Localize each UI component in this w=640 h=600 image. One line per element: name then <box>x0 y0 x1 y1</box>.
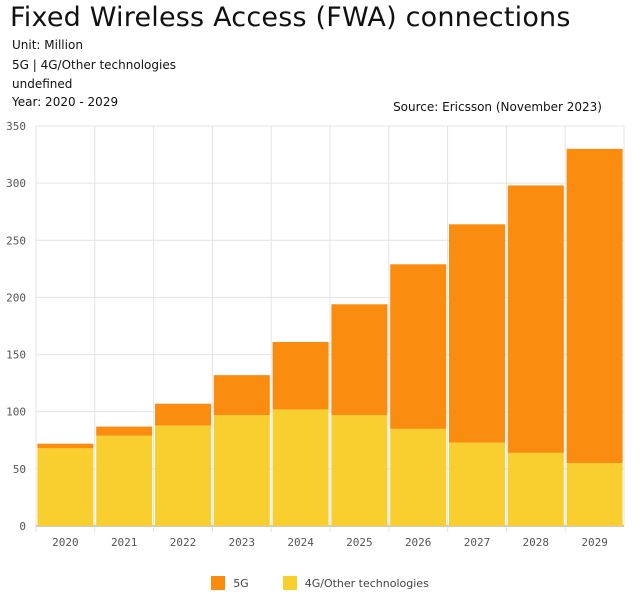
bar-4g-2023 <box>213 415 270 526</box>
x-tick-label-2029: 2029 <box>581 536 608 549</box>
legend-swatch-4g <box>282 576 297 590</box>
bar-5g-2023 <box>213 375 270 416</box>
x-tick-label-2027: 2027 <box>464 536 491 549</box>
y-tick-label-200: 200 <box>6 291 26 304</box>
x-tick-label-2025: 2025 <box>346 536 373 549</box>
bar-5g-2021 <box>96 426 153 436</box>
unit-label: Unit: Million <box>12 38 83 52</box>
legend-swatch-5g <box>211 576 226 590</box>
y-tick-label-50: 50 <box>13 463 26 476</box>
bar-4g-2027 <box>449 442 505 526</box>
bar-5g-2027 <box>449 224 505 443</box>
x-tick-label-2028: 2028 <box>523 536 550 549</box>
y-tick-label-150: 150 <box>6 349 26 362</box>
legend-label-5g: 5G <box>233 576 249 590</box>
x-tick-label-2023: 2023 <box>229 536 256 549</box>
legend: 5G 4G/Other technologies <box>0 576 640 590</box>
legend-label-4g: 4G/Other technologies <box>304 576 429 590</box>
bar-5g-2022 <box>155 403 211 426</box>
bar-5g-2024 <box>272 342 329 410</box>
x-tick-label-2026: 2026 <box>405 536 432 549</box>
legend-item-4g[interactable]: 4G/Other technologies <box>282 576 429 590</box>
year-range-label: Year: 2020 - 2029 <box>12 95 119 109</box>
bar-5g-2026 <box>390 264 447 429</box>
bar-4g-2028 <box>507 452 564 526</box>
bar-4g-2025 <box>331 415 388 526</box>
bar-4g-2020 <box>37 448 94 526</box>
y-tick-label-100: 100 <box>6 406 26 419</box>
y-tick-label-300: 300 <box>6 177 26 190</box>
y-tick-label-250: 250 <box>6 234 26 247</box>
bar-5g-2020 <box>37 443 94 449</box>
chart-title: Fixed Wireless Access (FWA) connections <box>10 2 571 33</box>
bar-4g-2022 <box>155 425 211 526</box>
source-label: Source: Ericsson (November 2023) <box>393 100 602 114</box>
bar-4g-2024 <box>272 409 329 526</box>
bar-4g-2021 <box>96 435 153 526</box>
x-tick-label-2022: 2022 <box>170 536 197 549</box>
bar-5g-2025 <box>331 304 388 416</box>
bar-4g-2026 <box>390 428 447 526</box>
fwa-bar-chart: 0 50 100 150 200 250 300 350 2020 2021 2022 2023 202… <box>6 120 625 549</box>
legend-item-5g[interactable]: 5G <box>211 576 249 590</box>
x-tick-label-2021: 2021 <box>111 536 138 549</box>
series-label: 5G | 4G/Other technologies <box>12 58 176 72</box>
x-tick-label-2020: 2020 <box>52 536 79 549</box>
bar-4g-2029 <box>566 463 623 526</box>
bar-5g-2028 <box>507 185 564 453</box>
extra-label: undefined <box>12 77 73 91</box>
bar-5g-2029 <box>566 148 623 464</box>
y-tick-label-0: 0 <box>19 520 26 533</box>
y-tick-label-350: 350 <box>6 120 26 133</box>
x-tick-label-2024: 2024 <box>287 536 314 549</box>
